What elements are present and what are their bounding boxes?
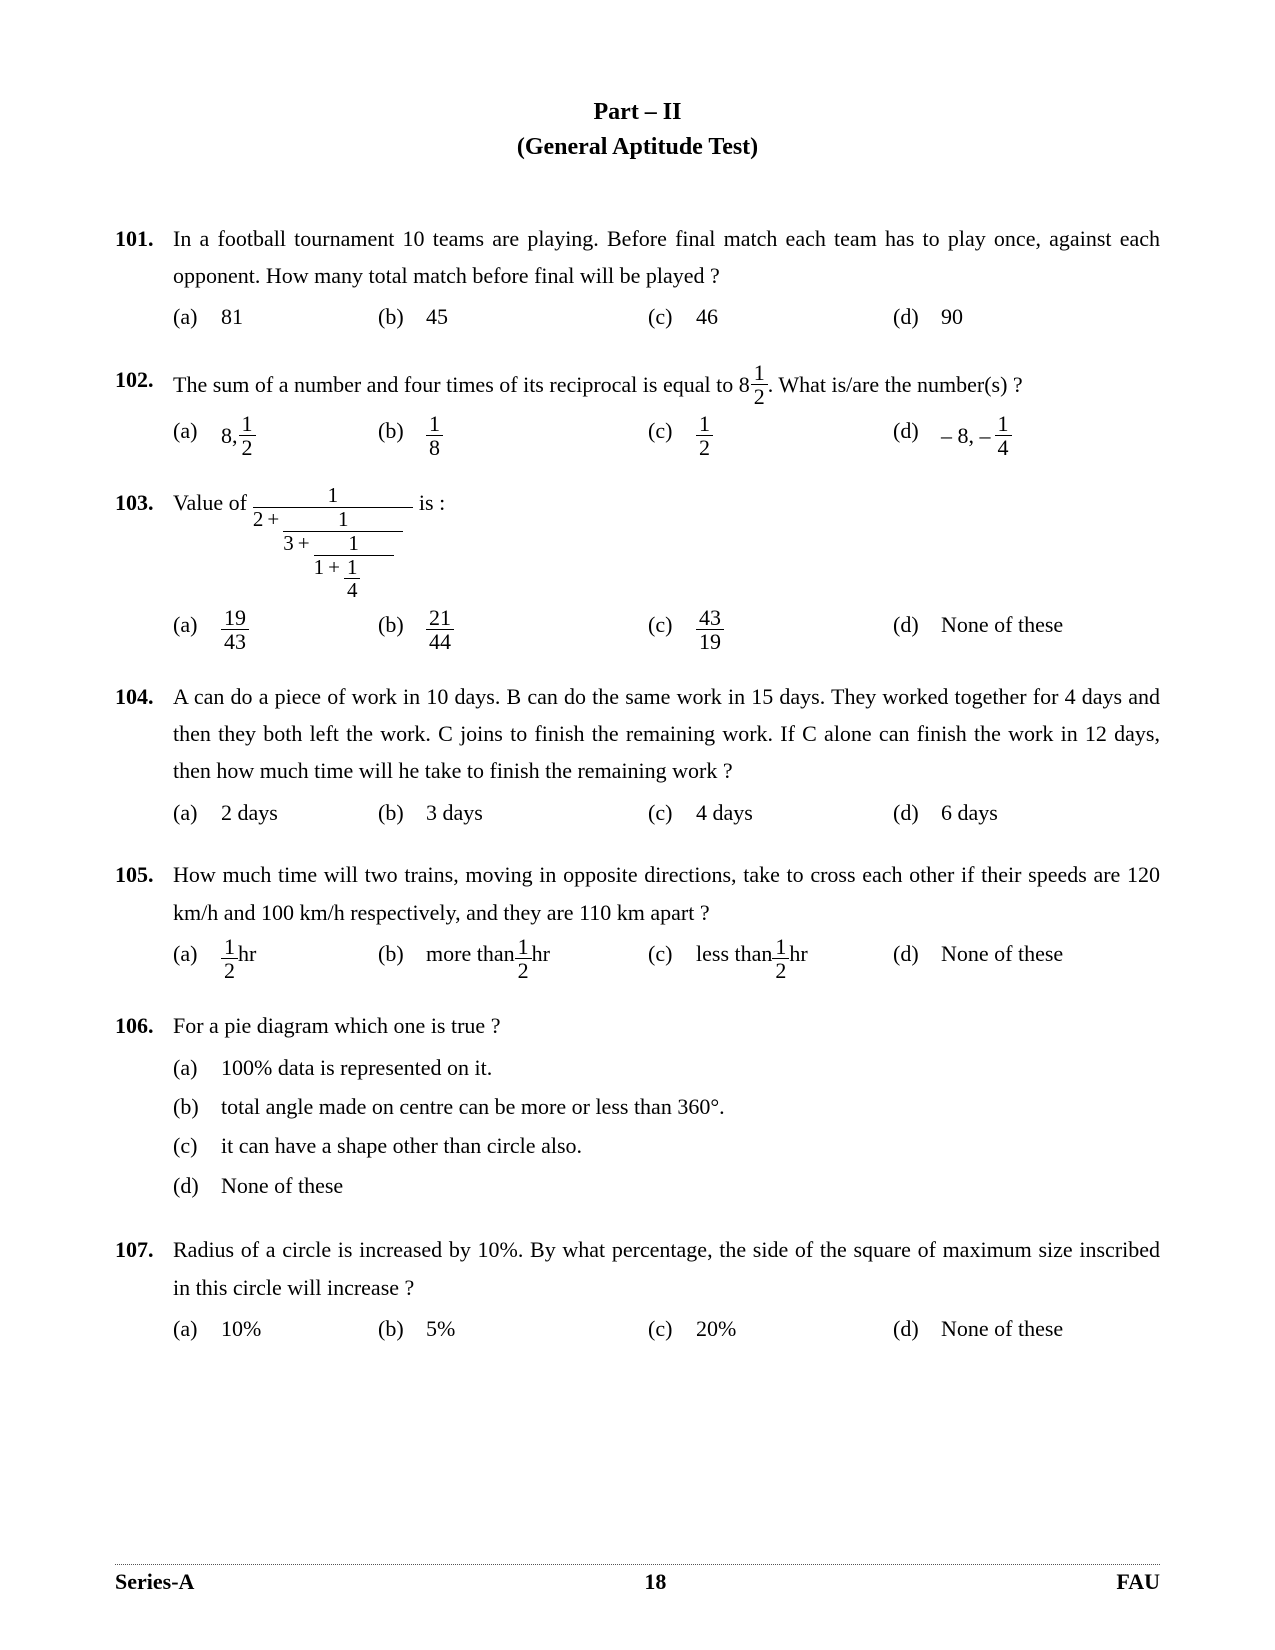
options-row: (a)1943 (b)2144 (c)4319 (d)None of these — [173, 606, 1160, 653]
option-d: (d)None of these — [893, 935, 1160, 982]
option-b: (b) 18 — [378, 412, 648, 459]
option-c: (c)4 days — [648, 794, 893, 831]
question-107: 107. Radius of a circle is increased by … — [115, 1231, 1160, 1347]
question-body: The sum of a number and four times of it… — [173, 361, 1160, 459]
question-body: In a football tournament 10 teams are pl… — [173, 220, 1160, 336]
question-number: 105. — [115, 856, 173, 982]
option-d: (d)6 days — [893, 794, 1160, 831]
option-b: (b)5% — [378, 1310, 648, 1347]
option-a: (a) 8,12 — [173, 412, 378, 459]
question-body: A can do a piece of work in 10 days. B c… — [173, 678, 1160, 832]
option-a: (a)1943 — [173, 606, 378, 653]
footer-series: Series-A — [115, 1569, 194, 1595]
question-body: Radius of a circle is increased by 10%. … — [173, 1231, 1160, 1347]
question-text: Radius of a circle is increased by 10%. … — [173, 1231, 1160, 1306]
question-text: A can do a piece of work in 10 days. B c… — [173, 678, 1160, 790]
options-row: (a)10% (b)5% (c)20% (d)None of these — [173, 1310, 1160, 1347]
question-105: 105. How much time will two trains, movi… — [115, 856, 1160, 982]
options-row: (a)81 (b)45 (c)46 (d)90 — [173, 298, 1160, 335]
footer-code: FAU — [1116, 1569, 1160, 1595]
option-d: (d)None of these — [173, 1167, 1160, 1204]
option-d: (d)None of these — [893, 606, 1160, 653]
question-number: 101. — [115, 220, 173, 336]
option-a: (a)12 hr — [173, 935, 378, 982]
question-body: For a pie diagram which one is true ? (a… — [173, 1007, 1160, 1206]
question-number: 102. — [115, 361, 173, 459]
options-row: (a)12 hr (b)more than 12 hr (c)less than… — [173, 935, 1160, 982]
options-row: (a) 8,12 (b) 18 (c) 12 (d) – 8, –14 — [173, 412, 1160, 459]
question-number: 104. — [115, 678, 173, 832]
option-b: (b)total angle made on centre can be mor… — [173, 1088, 1160, 1125]
option-a: (a)100% data is represented on it. — [173, 1049, 1160, 1086]
question-text: The sum of a number and four times of it… — [173, 361, 1160, 408]
question-103: 103. Value of 1 2+ 1 3+ — [115, 484, 1160, 653]
question-106: 106. For a pie diagram which one is true… — [115, 1007, 1160, 1206]
question-101: 101. In a football tournament 10 teams a… — [115, 220, 1160, 336]
question-text: In a football tournament 10 teams are pl… — [173, 220, 1160, 295]
option-b: (b)45 — [378, 298, 648, 335]
option-b: (b)3 days — [378, 794, 648, 831]
option-a: (a)10% — [173, 1310, 378, 1347]
option-c: (c)20% — [648, 1310, 893, 1347]
question-number: 106. — [115, 1007, 173, 1206]
question-text: For a pie diagram which one is true ? — [173, 1007, 1160, 1044]
option-c: (c)46 — [648, 298, 893, 335]
page-footer: Series-A 18 FAU — [115, 1564, 1160, 1595]
footer-page-number: 18 — [644, 1569, 666, 1595]
option-a: (a)81 — [173, 298, 378, 335]
header-line-1: Part – II — [115, 95, 1160, 130]
option-c: (c)less than 12 hr — [648, 935, 893, 982]
question-body: How much time will two trains, moving in… — [173, 856, 1160, 982]
question-text: How much time will two trains, moving in… — [173, 856, 1160, 931]
question-102: 102. The sum of a number and four times … — [115, 361, 1160, 459]
option-a: (a)2 days — [173, 794, 378, 831]
question-number: 103. — [115, 484, 173, 653]
continued-fraction: 1 2+ 1 3+ 1 — [253, 484, 413, 601]
option-d: (d)None of these — [893, 1310, 1160, 1347]
option-c: (c)it can have a shape other than circle… — [173, 1127, 1160, 1164]
mixed-fraction: 8 12 — [739, 361, 768, 408]
option-d: (d)90 — [893, 298, 1160, 335]
option-b: (b)more than 12 hr — [378, 935, 648, 982]
section-header: Part – II (General Aptitude Test) — [115, 95, 1160, 165]
option-b: (b)2144 — [378, 606, 648, 653]
header-line-2: (General Aptitude Test) — [115, 130, 1160, 165]
question-104: 104. A can do a piece of work in 10 days… — [115, 678, 1160, 832]
page: Part – II (General Aptitude Test) 101. I… — [0, 0, 1275, 1650]
option-c: (c)4319 — [648, 606, 893, 653]
question-number: 107. — [115, 1231, 173, 1347]
question-text: Value of 1 2+ 1 3+ 1 — [173, 484, 1160, 601]
options-row: (a)2 days (b)3 days (c)4 days (d)6 days — [173, 794, 1160, 831]
option-c: (c) 12 — [648, 412, 893, 459]
question-body: Value of 1 2+ 1 3+ 1 — [173, 484, 1160, 653]
option-d: (d) – 8, –14 — [893, 412, 1160, 459]
options-vertical: (a)100% data is represented on it. (b)to… — [173, 1049, 1160, 1205]
